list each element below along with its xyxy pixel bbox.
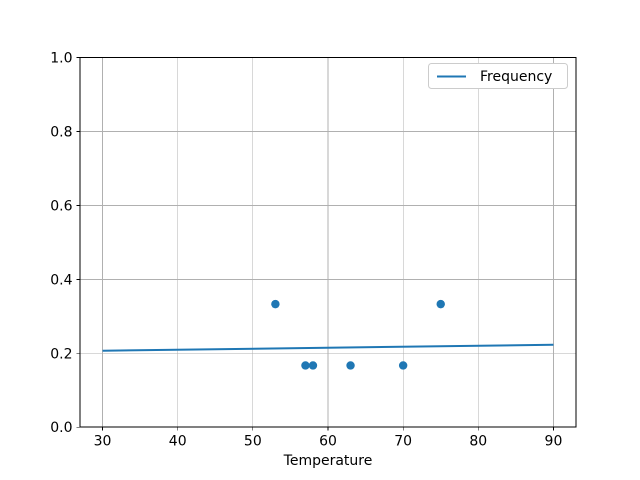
y-tick-label: 0.0 [50,420,72,436]
x-tick-label: 30 [94,434,112,450]
series-layer [102,299,554,370]
scatter-point [436,299,445,309]
scatter-point [346,361,355,370]
x-tick-label: 80 [469,434,487,450]
x-tick-label: 90 [545,434,563,450]
y-tick-label: 0.8 [50,125,72,141]
legend-box [428,63,568,89]
scatter-point [398,361,408,370]
y-tick-label: 0.6 [50,198,72,214]
x-tick-label: 70 [394,434,412,450]
x-tick-label: 40 [169,434,187,450]
grid-layer [80,57,576,428]
y-tick-label: 0.2 [50,346,72,362]
x-tick-label: 50 [244,434,262,450]
scatter-point [301,361,310,370]
legend: Frequency [428,63,568,89]
scatter-point [308,361,318,370]
frequency-line [102,343,554,352]
y-tick-label: 0.4 [50,272,72,288]
tick-layer: 30 40 50 60 70 80 90 0.0 0.2 0.4 0.6 0.8 1.0 [50,51,562,450]
y-tick-label: 1.0 [50,51,72,67]
scatter-point [271,299,280,309]
legend-label: Frequency [480,69,552,85]
x-tick-label: 60 [319,434,337,450]
x-axis-label: Temperature [283,453,373,469]
